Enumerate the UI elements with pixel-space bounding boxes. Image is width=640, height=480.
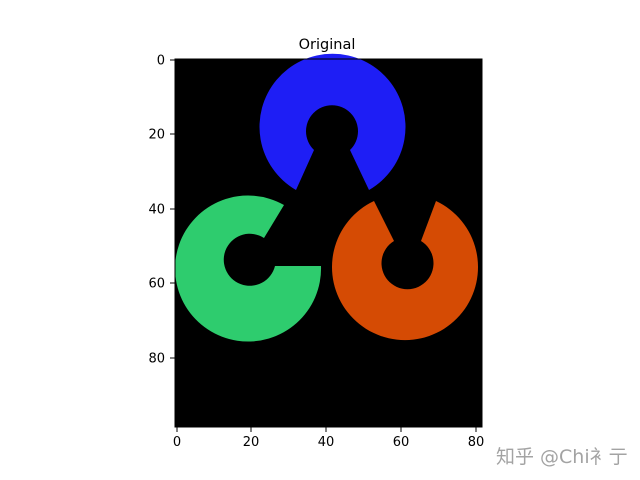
y-tick-label: 20 bbox=[148, 128, 165, 143]
x-tick-label: 60 bbox=[393, 435, 410, 450]
image-area bbox=[174, 53, 483, 428]
orange-ring bbox=[332, 201, 478, 341]
blue-ring bbox=[259, 53, 406, 190]
image-frame bbox=[174, 58, 483, 428]
y-axis: 0 20 40 60 80 bbox=[148, 54, 175, 367]
x-tick-label: 20 bbox=[243, 435, 260, 450]
green-ring bbox=[175, 195, 322, 342]
x-tick-label: 0 bbox=[173, 435, 181, 450]
figure-title: Original bbox=[299, 37, 356, 53]
y-tick-label: 60 bbox=[148, 277, 165, 292]
y-tick-label: 80 bbox=[148, 352, 165, 367]
y-tick-label: 40 bbox=[148, 203, 165, 218]
y-tick-label: 0 bbox=[157, 54, 165, 69]
x-tick-label: 80 bbox=[468, 435, 485, 450]
x-axis: 0 20 40 60 80 bbox=[173, 427, 484, 450]
watermark-text: 知乎 @Chi衤亍 bbox=[496, 446, 628, 468]
x-tick-label: 40 bbox=[318, 435, 335, 450]
